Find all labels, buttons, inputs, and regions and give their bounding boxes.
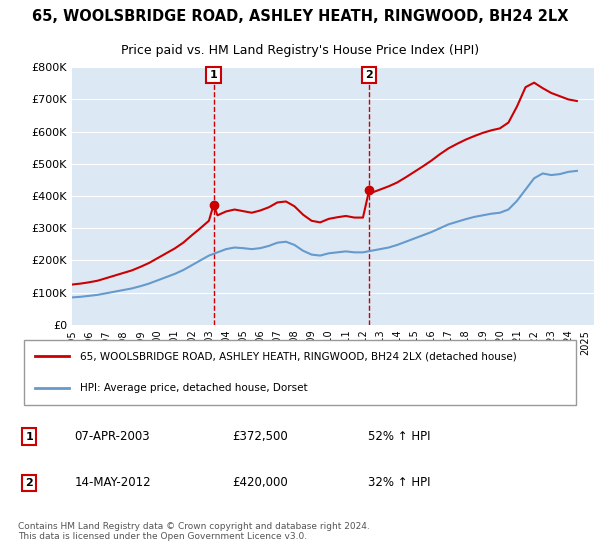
Text: 52% ↑ HPI: 52% ↑ HPI [368, 430, 430, 443]
FancyBboxPatch shape [23, 339, 577, 405]
Text: 1: 1 [25, 432, 33, 442]
Text: 65, WOOLSBRIDGE ROAD, ASHLEY HEATH, RINGWOOD, BH24 2LX: 65, WOOLSBRIDGE ROAD, ASHLEY HEATH, RING… [32, 10, 568, 24]
Text: 2: 2 [365, 70, 373, 80]
Text: 2: 2 [25, 478, 33, 488]
Text: 14-MAY-2012: 14-MAY-2012 [74, 477, 151, 489]
Text: 65, WOOLSBRIDGE ROAD, ASHLEY HEATH, RINGWOOD, BH24 2LX (detached house): 65, WOOLSBRIDGE ROAD, ASHLEY HEATH, RING… [80, 351, 517, 361]
Text: Price paid vs. HM Land Registry's House Price Index (HPI): Price paid vs. HM Land Registry's House … [121, 44, 479, 57]
Text: 1: 1 [209, 70, 217, 80]
Text: 32% ↑ HPI: 32% ↑ HPI [368, 477, 430, 489]
Text: £372,500: £372,500 [232, 430, 288, 443]
Text: HPI: Average price, detached house, Dorset: HPI: Average price, detached house, Dors… [80, 384, 308, 394]
Text: 07-APR-2003: 07-APR-2003 [74, 430, 150, 443]
Text: £420,000: £420,000 [232, 477, 288, 489]
Text: Contains HM Land Registry data © Crown copyright and database right 2024.
This d: Contains HM Land Registry data © Crown c… [18, 522, 370, 542]
